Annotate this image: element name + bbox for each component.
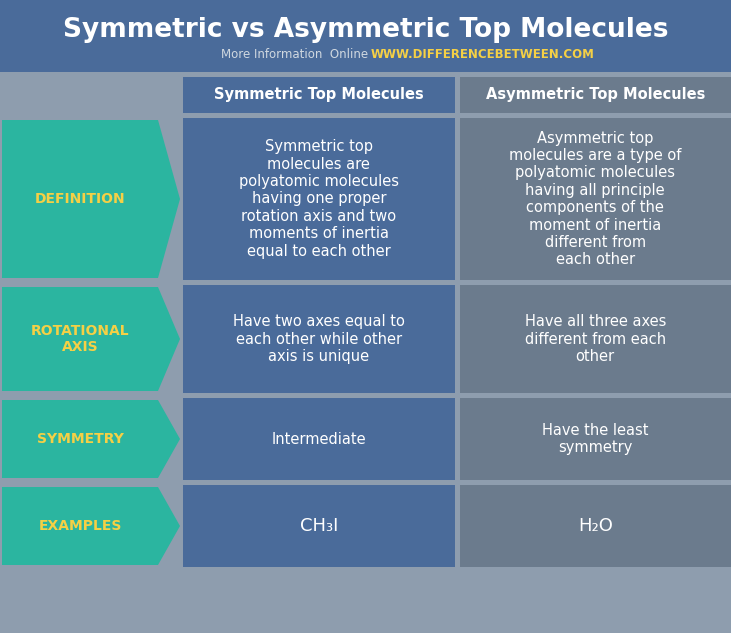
Text: H₂O: H₂O: [577, 517, 613, 535]
Text: DEFINITION: DEFINITION: [34, 192, 125, 206]
FancyBboxPatch shape: [0, 0, 731, 72]
FancyBboxPatch shape: [183, 485, 455, 567]
Text: Asymmetric Top Molecules: Asymmetric Top Molecules: [485, 87, 705, 103]
Text: Asymmetric top
molecules are a type of
polyatomic molecules
having all principle: Asymmetric top molecules are a type of p…: [509, 130, 681, 267]
Polygon shape: [2, 400, 180, 478]
FancyBboxPatch shape: [183, 77, 455, 113]
FancyBboxPatch shape: [183, 285, 455, 393]
FancyBboxPatch shape: [183, 398, 455, 480]
FancyBboxPatch shape: [460, 118, 731, 280]
Text: More Information  Online: More Information Online: [221, 49, 368, 61]
Text: EXAMPLES: EXAMPLES: [38, 519, 121, 533]
FancyBboxPatch shape: [460, 77, 731, 113]
Text: Have the least
symmetry: Have the least symmetry: [542, 423, 648, 455]
Polygon shape: [2, 487, 180, 565]
FancyBboxPatch shape: [460, 285, 731, 393]
Text: WWW.DIFFERENCEBETWEEN.COM: WWW.DIFFERENCEBETWEEN.COM: [371, 49, 595, 61]
FancyBboxPatch shape: [460, 398, 731, 480]
Text: Intermediate: Intermediate: [271, 432, 366, 446]
Text: Symmetric top
molecules are
polyatomic molecules
having one proper
rotation axis: Symmetric top molecules are polyatomic m…: [239, 139, 398, 259]
Polygon shape: [2, 120, 180, 278]
Text: Have two axes equal to
each other while other
axis is unique: Have two axes equal to each other while …: [232, 314, 405, 364]
Text: Symmetric Top Molecules: Symmetric Top Molecules: [214, 87, 424, 103]
FancyBboxPatch shape: [460, 485, 731, 567]
Text: Symmetric vs Asymmetric Top Molecules: Symmetric vs Asymmetric Top Molecules: [63, 17, 668, 43]
Text: ROTATIONAL
AXIS: ROTATIONAL AXIS: [31, 324, 129, 354]
Text: Have all three axes
different from each
other: Have all three axes different from each …: [525, 314, 666, 364]
Text: SYMMETRY: SYMMETRY: [37, 432, 124, 446]
FancyBboxPatch shape: [183, 118, 455, 280]
Polygon shape: [2, 287, 180, 391]
Text: CH₃I: CH₃I: [300, 517, 338, 535]
